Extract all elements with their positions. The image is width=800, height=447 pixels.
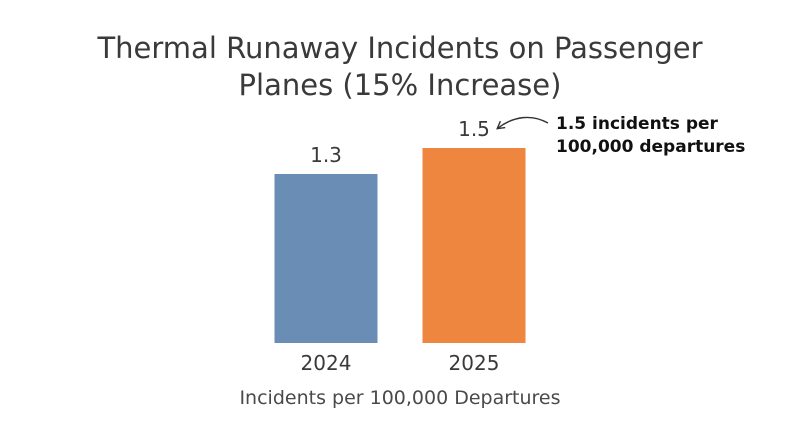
annotation-text: 1.5 incidents per 100,000 departures (556, 114, 745, 157)
bars-group (274, 148, 526, 343)
x-axis-label: Incidents per 100,000 Departures (239, 387, 560, 409)
bar-2024 (274, 174, 378, 343)
annotation-line-1: 1.5 incidents per (556, 114, 719, 134)
x-tick-label-2024: 2024 (301, 351, 352, 375)
chart-title: Thermal Runaway Incidents on Passenger P… (0, 30, 800, 104)
data-label-2024: 1.3 (310, 143, 342, 167)
x-tick-label-2025: 2025 (449, 351, 500, 375)
chart-title-line-2: Planes (15% Increase) (238, 68, 562, 102)
annotation-arrow-icon (496, 116, 549, 130)
annotation-line-2: 100,000 departures (556, 137, 745, 157)
chart-title-line-1: Thermal Runaway Incidents on Passenger (97, 31, 703, 65)
bar-2025 (422, 148, 526, 343)
x-tick-labels-group: 2024 2025 (301, 351, 500, 375)
data-label-2025: 1.5 (458, 117, 490, 141)
data-labels-group: 1.3 1.5 (310, 117, 490, 167)
annotation-group: 1.5 incidents per 100,000 departures (496, 114, 745, 157)
